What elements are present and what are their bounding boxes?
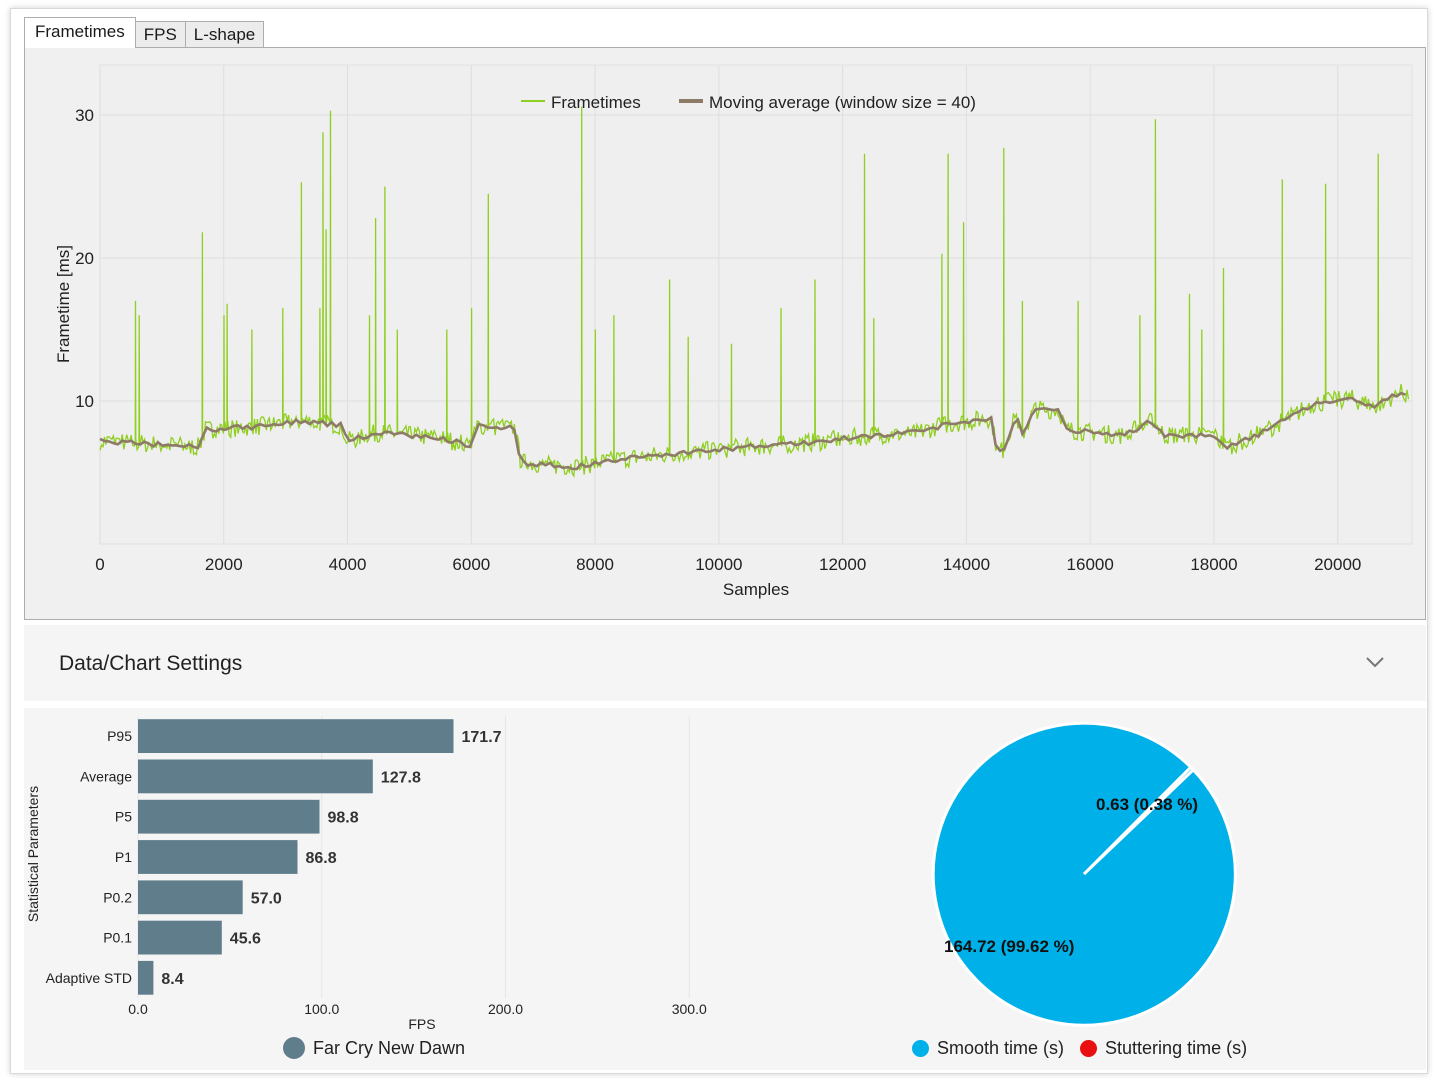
tab-bar: Frametimes FPS L-shape <box>24 17 265 48</box>
x-tick-label: 8000 <box>576 555 614 574</box>
bar-value-label: 57.0 <box>251 890 282 907</box>
pie-slice-smooth <box>931 721 1237 1027</box>
settings-title: Data/Chart Settings <box>59 652 243 675</box>
tab-fps[interactable]: FPS <box>134 21 186 48</box>
bar-category-label: P5 <box>115 809 132 825</box>
bar-x-tick-label: 100.0 <box>304 1001 339 1017</box>
data-chart-settings-header[interactable]: Data/Chart Settings <box>24 625 1426 701</box>
bar-category-label: P95 <box>107 728 132 744</box>
y-axis-label: Frametime [ms] <box>54 245 73 363</box>
legend-smooth-label: Smooth time (s) <box>937 1038 1065 1058</box>
bar-x-tick-label: 0.0 <box>128 1001 148 1017</box>
bar-average <box>138 759 373 794</box>
statistics-panel: 0.0 100.0 200.0 300.0 P95 171.7 Average 127.8 P… <box>24 708 1426 1070</box>
legend-stutter-dot <box>1080 1040 1098 1057</box>
x-tick-label: 2000 <box>205 555 243 574</box>
x-tick-label: 18000 <box>1190 555 1237 574</box>
plot-area <box>99 64 1413 545</box>
bar-x-axis-label: FPS <box>408 1016 435 1032</box>
bar-category-label: P0.1 <box>103 930 132 946</box>
moving-average-series <box>99 391 1406 471</box>
pie-label-stutter: 0.63 (0.38 %) <box>1096 795 1198 814</box>
bar-value-label: 98.8 <box>328 810 359 827</box>
x-tick-label: 0 <box>95 555 104 574</box>
pie-legend: Smooth time (s) Stuttering time (s) <box>912 1038 1247 1059</box>
tab-frametimes[interactable]: Frametimes <box>24 17 136 48</box>
legend-moving-average-label: Moving average (window size = 40) <box>709 93 976 112</box>
bar-p5 <box>138 799 320 834</box>
legend-frametimes-label: Frametimes <box>551 93 641 112</box>
bar-p0-1 <box>138 920 222 955</box>
bar-value-label: 8.4 <box>161 971 183 988</box>
bar-legend: Far Cry New Dawn <box>283 1037 465 1059</box>
bar-value-label: 45.6 <box>230 931 261 948</box>
x-tick-label: 16000 <box>1067 555 1114 574</box>
legend-far-cry-label: Far Cry New Dawn <box>313 1037 466 1058</box>
legend-stutter-label: Stuttering time (s) <box>1105 1038 1248 1058</box>
x-axis-label: Samples <box>723 580 789 599</box>
frametimes-chart: 0 2000 4000 6000 8000 10000 12000 14000 16000 180… <box>54 64 1413 599</box>
x-tick-label: 12000 <box>819 555 866 574</box>
bar-p0-2 <box>138 880 243 915</box>
frametimes-chart-panel: 0 2000 4000 6000 8000 10000 12000 14000 16000 180… <box>24 47 1426 620</box>
pie-label-smooth: 164.72 (99.62 %) <box>944 937 1074 956</box>
bar-x-tick-label: 200.0 <box>488 1001 523 1017</box>
bar-value-label: 86.8 <box>306 850 337 867</box>
line-legend: Frametimes Moving average (window size =… <box>521 93 976 112</box>
bar-category-label: Average <box>80 768 132 784</box>
bar-y-axis-label: Statistical Parameters <box>25 786 41 922</box>
bar-category-label: P1 <box>115 849 132 865</box>
statistics-bar-chart: 0.0 100.0 200.0 300.0 P95 171.7 Average 127.8 P… <box>25 716 707 1032</box>
bar-adaptive-std <box>138 960 154 995</box>
bar-p95 <box>138 719 454 753</box>
legend-far-cry-dot <box>283 1037 305 1059</box>
x-tick-label: 6000 <box>452 555 490 574</box>
chevron-down-icon[interactable] <box>1364 651 1386 673</box>
y-tick-label: 10 <box>75 392 94 411</box>
x-tick-label: 10000 <box>695 555 742 574</box>
bar-x-tick-label: 300.0 <box>672 1001 707 1017</box>
bar-p1 <box>138 840 298 874</box>
bar-category-label: Adaptive STD <box>46 970 132 986</box>
bar-value-label: 171.7 <box>462 729 502 746</box>
y-tick-label: 30 <box>75 106 94 125</box>
stutter-pie-chart: 0.63 (0.38 %) 164.72 (99.62 %) <box>931 721 1237 1027</box>
legend-smooth-dot <box>912 1040 929 1057</box>
tab-l-shape[interactable]: L-shape <box>184 21 265 48</box>
y-tick-label: 20 <box>75 249 94 268</box>
bar-value-label: 127.8 <box>381 769 421 786</box>
x-tick-label: 20000 <box>1314 555 1361 574</box>
bar-category-label: P0.2 <box>103 889 132 905</box>
x-tick-label: 4000 <box>329 555 367 574</box>
x-tick-label: 14000 <box>943 555 990 574</box>
